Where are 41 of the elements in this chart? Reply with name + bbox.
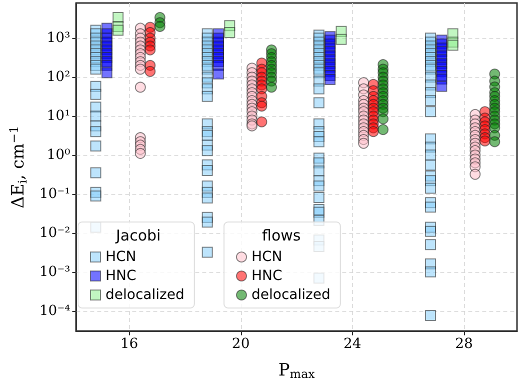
legend-label: HNC [106,268,136,284]
annotation: Jacobi [115,226,161,244]
point [447,40,458,51]
point [368,126,379,138]
point [336,34,347,45]
point [144,66,156,77]
point [224,26,236,38]
annotation: flows [262,226,301,244]
point [212,68,224,80]
point [101,67,112,78]
point [436,80,448,92]
legend-label: HCN [106,249,136,265]
y-tick-label: 10⁰ [46,147,71,164]
y-tick-label: 10⁻⁴ [39,302,71,319]
point [112,24,124,36]
point [256,100,268,112]
point [144,44,156,56]
y-axis-title: ΔEi, cm−1 [7,126,30,208]
y-tick-label: 10⁻³ [39,264,70,280]
point [154,20,166,32]
point [266,82,277,93]
x-tick-label: 28 [455,336,473,352]
y-tick-label: 10³ [46,30,70,46]
x-tick-label: 20 [232,336,250,352]
point [378,113,389,124]
y-tick-label: 10² [46,69,70,86]
x-axis-title: Pmax [278,360,316,381]
y-tick-label: 10⁻² [39,224,70,241]
y-tick-label: 10¹ [46,108,70,124]
legend-label: delocalized [252,287,330,303]
point [324,74,336,85]
legend-label: HNC [252,268,282,284]
x-tick-label: 24 [343,336,362,352]
x-tick-label: 16 [120,336,138,352]
point [378,124,389,136]
y-tick-label: 10⁻¹ [39,186,70,202]
point [489,136,500,148]
legend-label: delocalized [106,287,184,303]
legend-label: HCN [252,249,282,265]
point [256,116,268,128]
point [479,135,490,146]
